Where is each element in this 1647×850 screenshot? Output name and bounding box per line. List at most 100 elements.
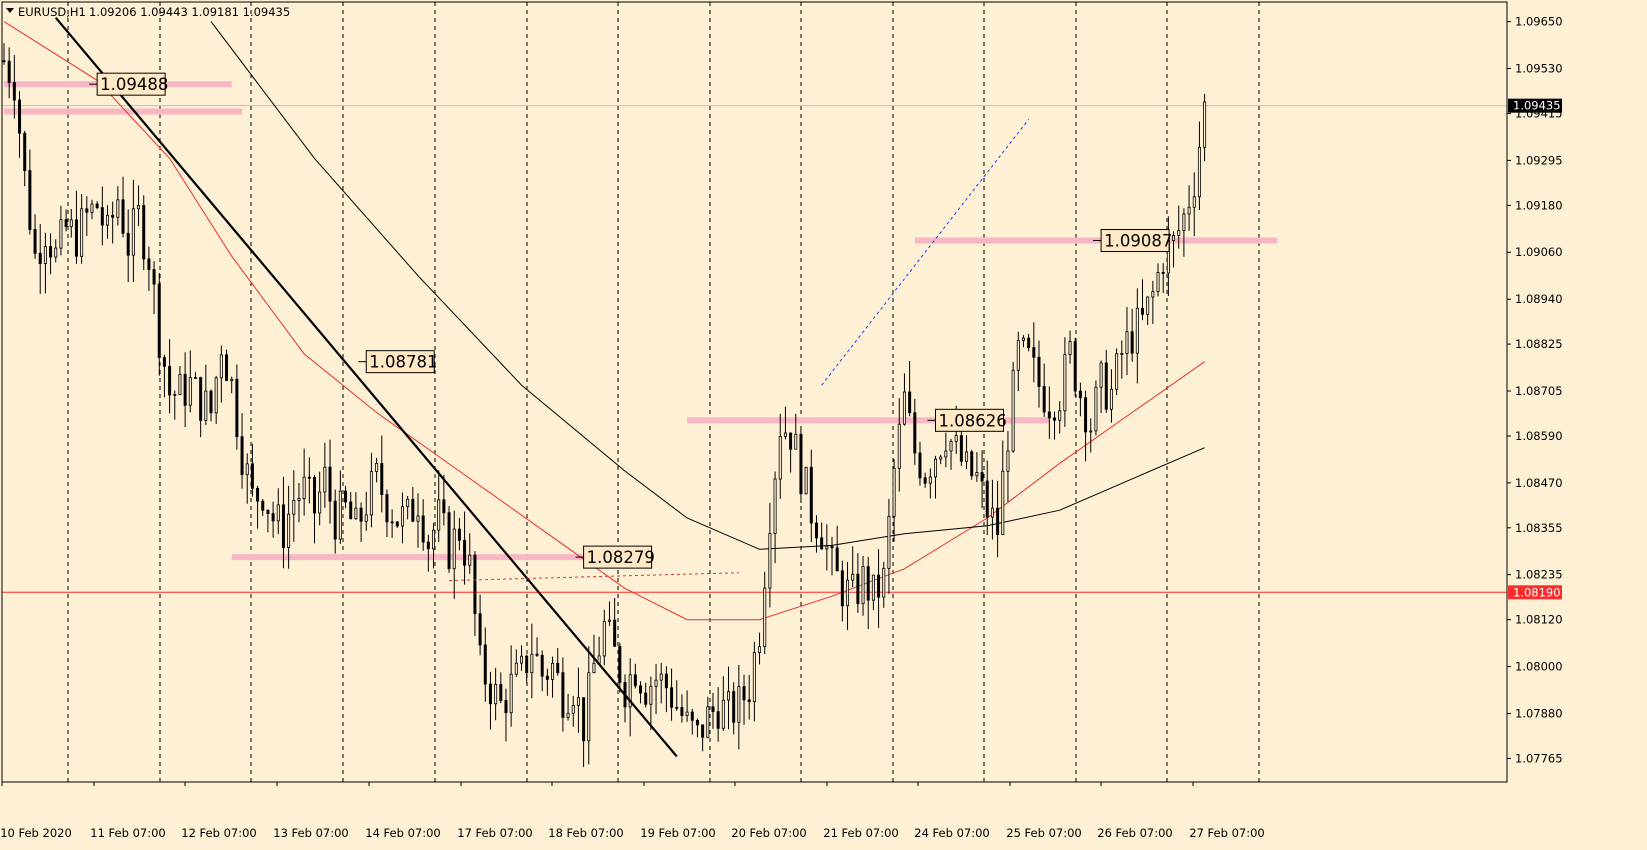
candle-body	[287, 513, 291, 548]
price-tag-bg	[1508, 98, 1562, 113]
x-tick-label: 14 Feb 07:00	[365, 826, 440, 840]
axes: 10 Feb 2020 11 Feb 07:00 12 Feb 07:00 13 Fe…	[0, 1, 1563, 840]
candle-body	[328, 466, 332, 502]
candle-body	[499, 684, 503, 701]
candle-body	[250, 463, 254, 489]
candle-body	[773, 478, 777, 534]
candle-body	[74, 219, 78, 257]
candle-body	[421, 515, 425, 543]
candle-body	[830, 545, 834, 549]
candle-body	[747, 699, 751, 702]
candle-body	[882, 567, 886, 598]
candle-body	[297, 498, 301, 501]
candle-body	[551, 662, 555, 680]
candle-body	[737, 686, 741, 723]
candle-body	[318, 491, 322, 514]
candle-body	[157, 283, 161, 358]
candle-body	[12, 82, 16, 101]
candle-body	[778, 436, 782, 480]
candle-body	[1058, 410, 1062, 421]
candle-body	[804, 466, 808, 495]
candle-body	[1182, 213, 1186, 231]
candle-body	[732, 691, 736, 723]
candle-body	[639, 685, 643, 694]
candle-body	[649, 685, 653, 705]
price-label-text: 1.09488	[100, 75, 168, 94]
candle-body	[768, 533, 772, 589]
candle-body	[442, 499, 446, 514]
y-tick-label: 1.08355	[1515, 521, 1563, 535]
candle-body	[975, 472, 979, 477]
candle-body	[721, 699, 725, 729]
ohlc-readout: 1.09206 1.09443 1.09181 1.09435	[89, 5, 290, 19]
candle-body	[892, 467, 896, 517]
x-tick-label: 13 Feb 07:00	[273, 826, 348, 840]
candle-body	[970, 451, 974, 477]
candle-body	[949, 440, 953, 452]
candle-body	[126, 232, 130, 256]
candle-body	[323, 466, 327, 493]
candle-body	[2, 60, 6, 63]
y-tick-label: 1.09295	[1515, 153, 1563, 167]
candle-body	[173, 394, 177, 396]
candle-body	[1068, 341, 1072, 355]
candle-body	[1037, 356, 1041, 387]
candle-body	[395, 521, 399, 527]
candle-body	[742, 686, 746, 701]
candle-body	[752, 652, 756, 702]
candle-body	[344, 490, 348, 503]
candle-body	[43, 246, 47, 264]
candle-body	[209, 390, 213, 414]
candle-body	[111, 214, 115, 218]
x-tick-label: 20 Feb 07:00	[731, 826, 806, 840]
trendline	[54, 17, 678, 758]
candle-body	[877, 574, 881, 598]
candle-body	[18, 99, 22, 134]
candle-body	[1192, 196, 1196, 208]
x-tick-label: 21 Feb 07:00	[823, 826, 898, 840]
candle-body	[902, 391, 906, 425]
candle-body	[923, 477, 927, 484]
candle-body	[939, 456, 943, 460]
candle-body	[256, 487, 260, 502]
candle-body	[235, 378, 239, 438]
candle-body	[240, 436, 244, 476]
candle-body	[514, 662, 518, 675]
candle-body	[576, 697, 580, 706]
candle-body	[954, 435, 958, 442]
sr-zone	[687, 417, 1050, 424]
candle-body	[525, 655, 529, 674]
candle-body	[494, 684, 498, 705]
candle-body	[556, 662, 560, 674]
price-tag-label: 1.08190	[1513, 585, 1561, 599]
candle-body	[840, 570, 844, 607]
candle-body	[54, 247, 58, 258]
candle-body	[452, 528, 456, 570]
candle-body	[359, 507, 363, 522]
red-dashed-line	[449, 572, 739, 582]
y-tick-label: 1.09060	[1515, 245, 1563, 259]
candle-body	[219, 354, 223, 379]
candle-body	[670, 687, 674, 708]
candle-body	[483, 644, 487, 685]
candle-body	[152, 269, 156, 285]
candle-body	[95, 203, 99, 209]
candle-body	[794, 433, 798, 450]
candle-body	[1047, 411, 1051, 419]
candle-body	[131, 208, 135, 256]
candle-body	[561, 672, 565, 718]
candle-body	[758, 646, 762, 653]
candle-body	[571, 705, 575, 714]
sr-zone	[4, 108, 243, 115]
moving-averages	[3, 21, 1205, 621]
candle-body	[400, 506, 404, 527]
candle-body	[835, 547, 839, 572]
candle-body	[385, 494, 389, 523]
candle-body	[276, 504, 280, 522]
x-tick-label: 26 Feb 07:00	[1097, 826, 1172, 840]
triangle-down-icon[interactable]	[6, 8, 14, 13]
candle-body	[1084, 397, 1088, 433]
candle-body	[913, 412, 917, 454]
